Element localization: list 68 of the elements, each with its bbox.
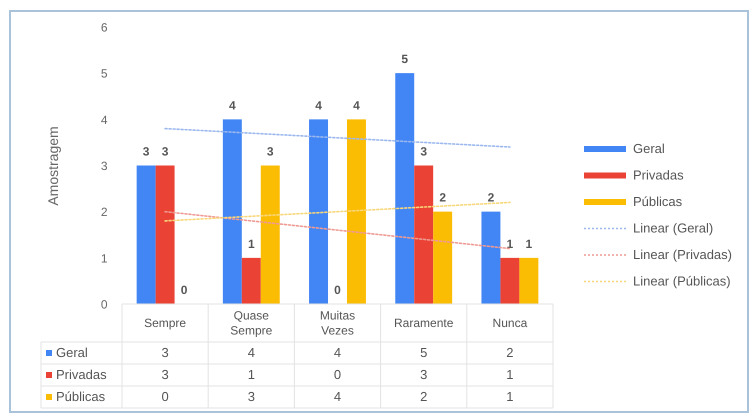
y-tick-label: 3 [100,159,108,173]
bar [136,166,156,304]
bar [260,166,280,304]
x-tick-label: Nunca [492,316,528,330]
data-label: 3 [248,389,255,404]
data-label: 2 [420,389,428,404]
bar [222,119,242,304]
bar [481,212,500,304]
bar [395,73,414,304]
line-series [164,202,511,222]
legend-label: Linear (Geral) [633,220,714,236]
text: 1 [506,236,514,251]
line-series [164,128,511,148]
text: 4 [353,98,360,112]
data-label: 0 [161,389,169,404]
x-tick-label: Muitas Vezes [320,308,356,338]
text: 1 [526,236,532,251]
text: 4 [228,98,236,112]
data-label: 3 [161,345,169,360]
text: 1 [248,236,255,251]
text: 3 [162,144,168,158]
data-label: 4 [334,389,342,404]
bar [242,258,261,304]
legend-label: Linear (Privadas) [633,247,732,262]
data-label: 1 [506,367,514,382]
text: 0 [180,283,188,297]
text: 2 [439,190,446,205]
y-tick-label: 5 [100,66,108,81]
bar [500,258,520,304]
legend-label: Linear (Públicas) [633,274,731,288]
y-tick-label: 1 [100,251,108,266]
line-series [164,210,511,250]
data-label: 1 [248,367,255,382]
bar [414,166,434,304]
data-label: 1 [506,389,514,404]
data-label: 4 [248,345,255,360]
y-tick-label: 2 [100,205,108,220]
y-tick-label: 6 [100,20,108,34]
text: 4 [315,98,322,112]
legend-label: Privadas [56,367,108,382]
data-label: 0 [334,367,342,382]
bar [519,258,538,304]
text: Privadas [633,168,684,182]
text: 3 [142,144,150,158]
text: 0 [334,283,341,297]
data-label: 3 [161,367,169,382]
bar [156,166,175,304]
legend-label: Públicas [633,194,683,209]
y-axis-title: Amostragem [44,126,61,206]
text: 2 [488,190,494,205]
x-tick-label: Quase Sempre [230,308,273,338]
text: 3 [420,144,428,158]
bar [433,212,452,304]
data-label: 2 [506,345,514,360]
y-tick-label: 0 [100,298,108,312]
y-tick-label: 4 [100,112,108,127]
data-label: 4 [334,345,342,360]
x-tick-label: Sempre [144,316,186,330]
bar [346,119,366,304]
data-label: 3 [420,367,428,382]
text: Geral [633,141,665,156]
x-tick-label: Raramente [394,316,454,330]
text: 3 [266,144,274,158]
text: 5 [401,52,408,66]
legend-label: Geral [56,345,88,360]
text: Públicas [56,389,106,404]
data-label: 5 [420,345,428,360]
bar [309,119,328,304]
